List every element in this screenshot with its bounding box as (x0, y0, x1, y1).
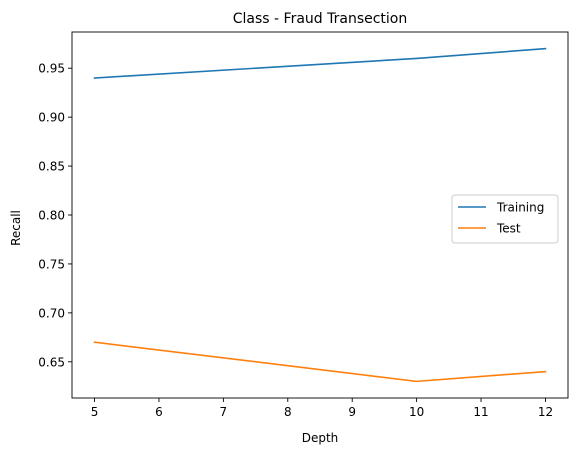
y-tick-label: 0.80 (38, 209, 65, 223)
x-tick-label: 12 (538, 405, 553, 419)
series-line-training (93, 47, 547, 79)
x-tick-label: 5 (91, 405, 99, 419)
y-axis-label: Recall (9, 210, 23, 246)
x-tick-label: 8 (284, 405, 292, 419)
x-tick-label: 11 (473, 405, 488, 419)
legend-label-training: Training (496, 201, 544, 215)
x-tick-label: 6 (155, 405, 163, 419)
y-tick-label: 0.90 (38, 111, 65, 125)
x-tick-label: 10 (409, 405, 424, 419)
y-tick-label: 0.95 (38, 62, 65, 76)
legend: Training Test (451, 194, 559, 244)
legend-label-test: Test (496, 222, 521, 236)
x-tick-label: 9 (348, 405, 356, 419)
y-tick-label: 0.85 (38, 160, 65, 174)
x-tick-label: 7 (220, 405, 228, 419)
y-tick-label: 0.65 (38, 355, 65, 369)
x-axis-label: Depth (302, 431, 339, 445)
chart-title: Class - Fraud Transection (233, 11, 408, 27)
y-tick-label: 0.70 (38, 306, 65, 320)
y-tick-label: 0.75 (38, 257, 65, 271)
ticks-layer: 5 6 7 8 9 10 11 12 0.65 0.70 0.75 0.80 0.85 0.90 0.95 (38, 62, 553, 419)
series-layer (93, 47, 547, 383)
series-line-test (93, 341, 547, 383)
